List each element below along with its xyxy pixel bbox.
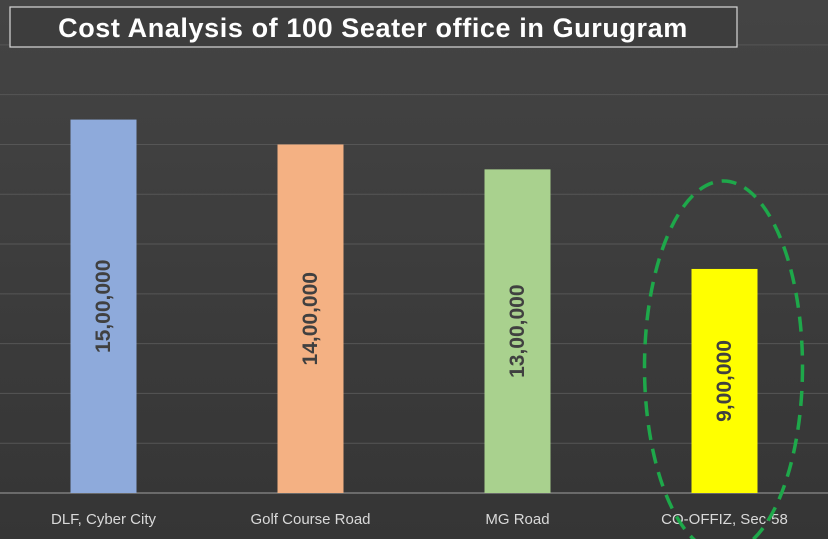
bars [70,119,758,494]
title-box [9,6,738,48]
category-label-3: MG Road [485,511,549,528]
bar-3 [484,169,551,494]
value-labels: 15,00,000 14,00,000 13,00,000 9,00,000 [92,260,736,422]
value-label-2: 14,00,000 [299,272,322,365]
category-label-1: DLF, Cyber City [51,511,157,528]
value-label-3: 13,00,000 [506,284,529,377]
category-label-2: Golf Course Road [250,511,370,528]
bar-4 [691,268,758,493]
highlight-ellipse [642,179,805,539]
category-label-4: CO-OFFIZ, Sec-58 [661,511,788,528]
category-labels: DLF, Cyber City Golf Course Road MG Road CO… [51,511,788,528]
value-label-4: 9,00,000 [713,340,736,422]
value-label-1: 15,00,000 [92,260,115,353]
title-group: Cost Analysis of 100 Seater office in Gu… [9,6,738,48]
chart-title: Cost Analysis of 100 Seater office in Gu… [58,13,688,43]
bar-1 [70,119,137,493]
highlight-annotation [642,179,805,539]
bar-2 [277,144,344,493]
